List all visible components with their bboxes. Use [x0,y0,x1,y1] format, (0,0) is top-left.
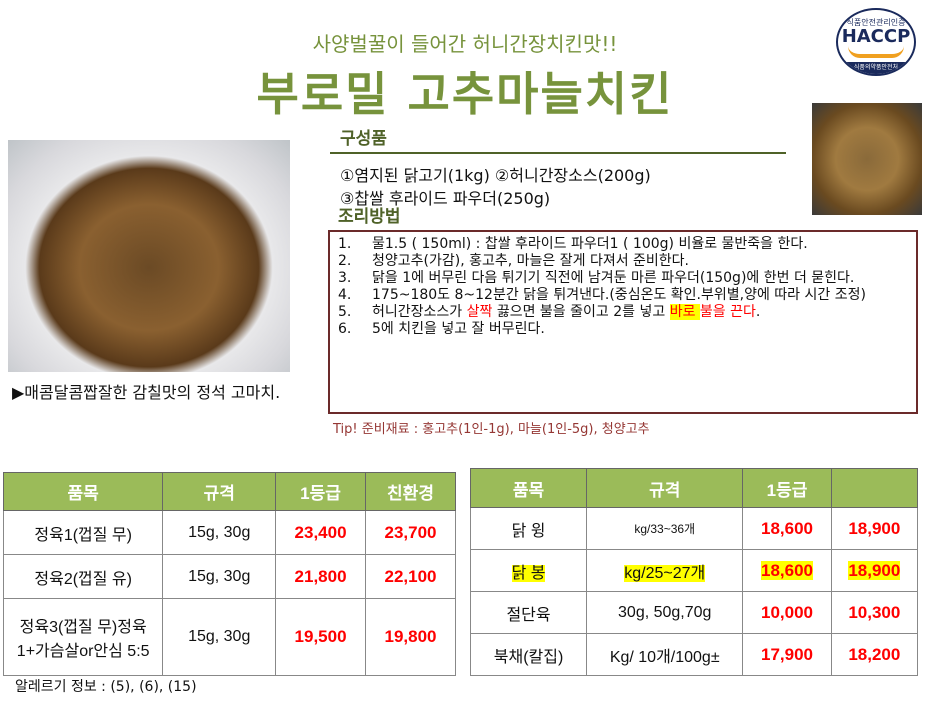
column-header: 규격 [162,472,277,511]
method-box: 1. 물1.5 ( 150ml) : 찹쌀 후라이드 파우더1 ( 100g) 비… [328,230,918,414]
steps-list: 1. 물1.5 ( 150ml) : 찹쌀 후라이드 파우더1 ( 100g) 비… [338,236,916,338]
price-table-left: 품목 규격 1등급 친환경 정육1(껍질 무) 15g, 30g 23,400 23,700 정… [2,472,456,676]
text: . [755,304,761,320]
table-cell: 10,300 [830,591,919,634]
step: 4. 175~180도 8~12분간 닭을 튀겨낸다.(중심온도 확인.부위별,양… [338,287,916,304]
column-header: 품목 [2,472,164,511]
caption: ▶매콤달콤짭잘한 감칠맛의 정석 고마치. [12,383,281,402]
step-number: 4. [338,287,352,303]
table-row: 닭 윙 kg/33~36개 18,600 18,900 [469,507,919,550]
step: 3. 닭을 1에 버무린 다음 튀기기 직전에 남겨둔 마른 파우더(150g)에… [338,270,916,287]
column-header: 1등급 [742,468,832,508]
step-number: 6. [338,321,352,337]
logo-text-top: 식품안전관리인증 [846,18,906,27]
text: 끓으면 불을 줄이고 2를 넣고 [492,304,670,320]
step-number: 1. [338,236,352,252]
table-cell: 19,500 [275,598,367,676]
emphasis: 불을 끈다 [699,304,756,320]
allergy-info: 알레르기 정보 : (5), (6), (15) [15,679,197,695]
table-cell: kg/25~27개 [586,549,744,592]
table-cell: 23,400 [275,510,367,555]
step-text: 5에 치킨을 넣고 잘 버무린다. [372,321,545,337]
ingredient-photo [812,103,922,215]
logo-text-main: HACCP [841,26,911,47]
table-cell: 30g, 50g,70g [586,591,744,634]
column-header: 1등급 [275,472,367,511]
table-cell: 18,900 [830,549,919,592]
table-cell: 17,900 [742,633,832,676]
table-cell: 22,100 [365,554,456,599]
ingredients-line-1: ①염지된 닭고기(1kg) ②허니간장소스(200g) [340,166,651,185]
step-text: 175~180도 8~12분간 닭을 튀겨낸다.(중심온도 확인.부위별,양에 … [372,287,866,303]
table-cell: 정육3(껍질 무)정육1+가슴살or안심 5:5 [2,598,164,676]
table-cell: kg/33~36개 [586,507,744,550]
table-cell: 18,600 [742,549,832,592]
method-label: 조리방법 [338,207,401,227]
price-table-right: 품목 규격 1등급 닭 윙 kg/33~36개 18,600 18,900 닭 봉 kg/25~… [469,468,919,676]
ingredients-line-2: ③찹쌀 후라이드 파우더(250g) [340,189,551,208]
table-cell: 북채(칼집) [469,633,588,676]
highlighted-value: 닭 봉 [511,564,546,582]
logo-arc [848,46,904,58]
step-number: 3. [338,270,352,286]
highlighted-value: 18,900 [848,560,901,580]
highlighted-value: 18,600 [761,560,814,580]
table-cell: 10,000 [742,591,832,634]
table-cell: 정육2(껍질 유) [2,554,164,599]
subtitle: 사양벌꿀이 들어간 허니간장치킨맛!! [312,32,618,56]
table-row: 정육1(껍질 무) 15g, 30g 23,400 23,700 [2,510,456,555]
haccp-logo: 식품안전관리인증 HACCP 식품의약품안전처 [836,8,916,76]
table-cell: 15g, 30g [162,554,277,599]
text: 허니간장소스가 [372,304,467,320]
step-text: 허니간장소스가 살짝 끓으면 불을 줄이고 2를 넣고 바로 불을 끈다. [372,304,760,321]
column-header: 품목 [469,468,588,508]
table-cell: 21,800 [275,554,367,599]
divider [330,152,786,154]
step-text: 물1.5 ( 150ml) : 찹쌀 후라이드 파우더1 ( 100g) 비율로… [372,236,808,252]
table-cell: Kg/ 10개/100g± [586,633,744,676]
table-cell: 15g, 30g [162,598,277,676]
step-text: 닭을 1에 버무린 다음 튀기기 직전에 남겨둔 마른 파우더(150g)에 한… [372,270,855,286]
column-header: 규격 [586,468,744,508]
table-cell: 18,200 [830,633,919,676]
table-row: 북채(칼집) Kg/ 10개/100g± 17,900 18,200 [469,633,919,676]
step: 2. 청양고추(가감), 홍고추, 마늘은 잘게 다져서 준비한다. [338,253,916,270]
highlight: 바로 [669,304,700,320]
table-row: 정육3(껍질 무)정육1+가슴살or안심 5:5 15g, 30g 19,500 19… [2,598,456,676]
header-row: 품목 규격 1등급 [469,468,919,508]
step: 5. 허니간장소스가 살짝 끓으면 불을 줄이고 2를 넣고 바로 불을 끈다. [338,304,916,321]
step: 6. 5에 치킨을 넣고 잘 버무린다. [338,321,916,338]
header-row: 품목 규격 1등급 친환경 [2,472,456,511]
step-number: 2. [338,253,352,269]
table-cell: 닭 봉 [469,549,588,592]
table-cell: 절단육 [469,591,588,634]
table-cell: 정육1(껍질 무) [2,510,164,555]
table-row: 절단육 30g, 50g,70g 10,000 10,300 [469,591,919,634]
step-text: 청양고추(가감), 홍고추, 마늘은 잘게 다져서 준비한다. [372,253,690,269]
highlighted-value: kg/25~27개 [624,564,706,582]
composition-label: 구성품 [340,129,387,149]
table-cell: 18,600 [742,507,832,550]
table-cell: 15g, 30g [162,510,277,555]
column-header [830,468,919,508]
table-cell: 19,800 [365,598,456,676]
table-row: 닭 봉 kg/25~27개 18,600 18,900 [469,549,919,592]
step-number: 5. [338,304,352,320]
emphasis: 살짝 [466,304,493,320]
table-cell: 닭 윙 [469,507,588,550]
table-row: 정육2(껍질 유) 15g, 30g 21,800 22,100 [2,554,456,599]
page-title: 부로밀 고추마늘치킨 [256,67,674,121]
tip: Tip! 준비재료 : 홍고추(1인-1g), 마늘(1인-5g), 청양고추 [333,422,650,437]
chicken-photo [8,140,290,372]
table-cell: 23,700 [365,510,456,555]
table-cell: 18,900 [830,507,919,550]
step: 1. 물1.5 ( 150ml) : 찹쌀 후라이드 파우더1 ( 100g) 비… [338,236,916,253]
column-header: 친환경 [365,472,456,511]
